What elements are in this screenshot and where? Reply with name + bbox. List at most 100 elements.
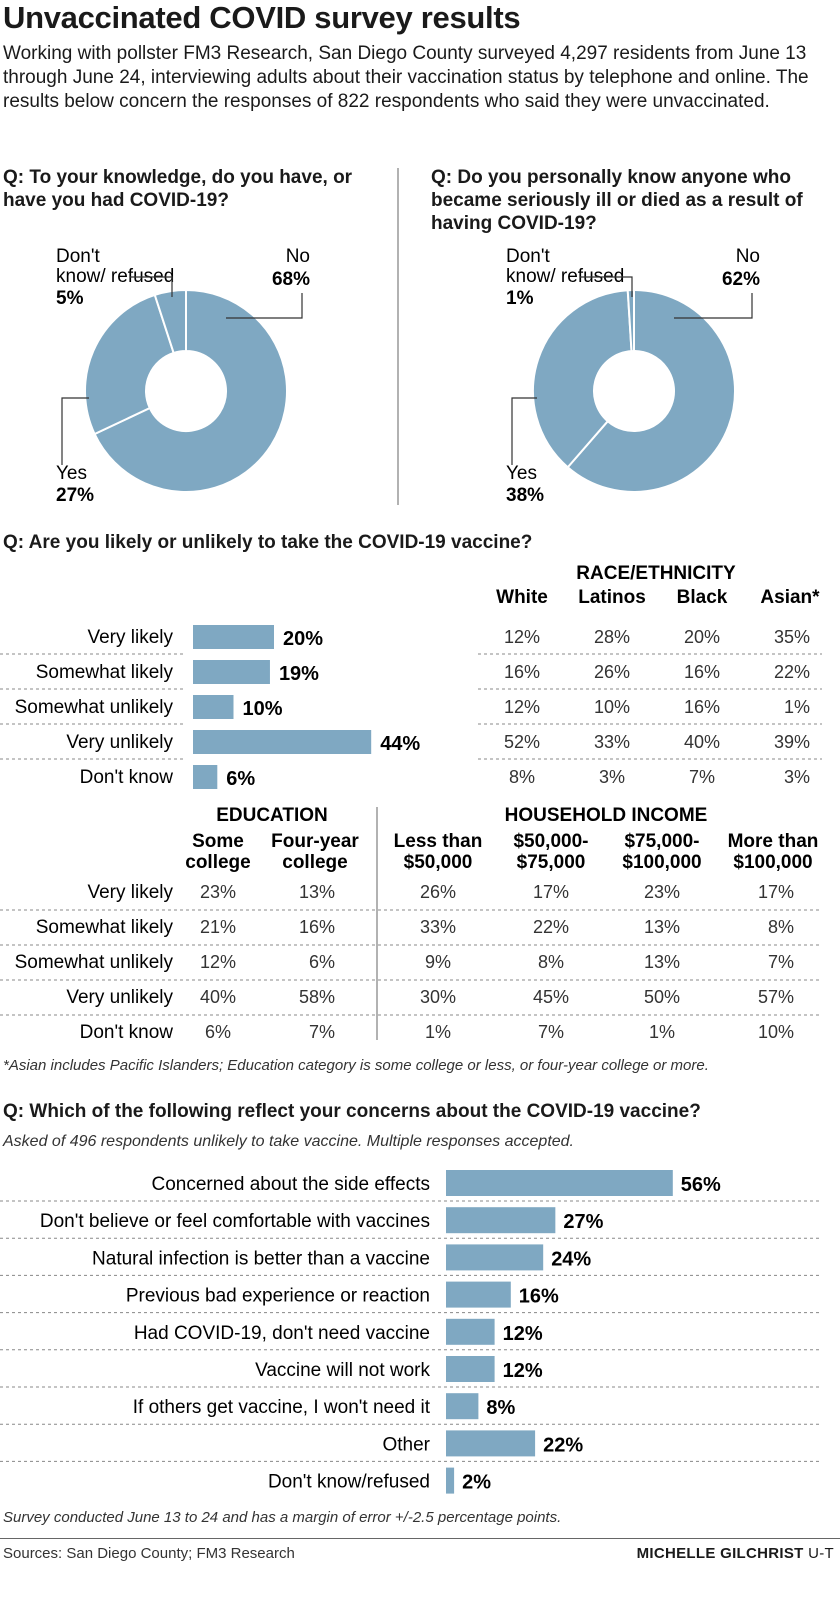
col-more-than-100-000-line1: More than	[728, 831, 819, 852]
concern-cat-if-others-get-vaccine-i-won-t-need-it: If others get vaccine, I won't need it	[133, 1397, 431, 1418]
col-50-000-75-000-line2: $75,000	[517, 852, 586, 873]
edu-cell: 1%	[649, 1022, 675, 1042]
credit-name: MICHELLE GILCHRIST	[636, 1545, 804, 1562]
edu-cell: 8%	[538, 952, 564, 972]
likely-cat-somewhat-likely: Somewhat likely	[36, 662, 174, 683]
pie-value-yes: 27%	[56, 485, 94, 506]
edu-cell: 50%	[644, 987, 680, 1007]
col-four-year-college-line1: Four-year	[271, 831, 359, 852]
pie-label-yes: Yes	[506, 463, 537, 484]
concern-cat-don-t-believe-or-feel-comfortable-with-vaccines: Don't believe or feel comfortable with v…	[40, 1211, 430, 1232]
footer-rule	[0, 1538, 840, 1539]
concern-value-if-others-get-vaccine-i-won-t-need-it: 8%	[486, 1397, 515, 1419]
edu-cell: 1%	[425, 1022, 451, 1042]
credit-org: U-T	[808, 1545, 834, 1562]
likely-bar-somewhat-unlikely	[193, 695, 234, 719]
concern-cat-other: Other	[382, 1434, 430, 1455]
edu-cell: 8%	[768, 917, 794, 937]
concern-value-don-t-believe-or-feel-comfortable-with-vaccines: 27%	[563, 1211, 603, 1233]
edu-cell: 23%	[644, 882, 680, 902]
pie-leader-yes	[511, 397, 537, 465]
col-less-than-50-000-line1: Less than	[394, 831, 483, 852]
concern-bar-if-others-get-vaccine-i-won-t-need-it	[446, 1393, 479, 1420]
edu-cell: 40%	[200, 987, 236, 1007]
edu-cell: 12%	[200, 952, 236, 972]
race-cell: 40%	[684, 732, 720, 752]
edu-cell: 58%	[299, 987, 335, 1007]
concern-bar-vaccine-will-not-work	[446, 1356, 495, 1382]
likely-chart: RACE/ETHNICITY White Latinos Black Asian* Ver…	[0, 563, 822, 790]
col-more-than-100-000-line2: $100,000	[733, 852, 812, 873]
race-cell: 1%	[784, 697, 810, 717]
race-cell: 7%	[689, 767, 715, 787]
race-cell: 10%	[594, 697, 630, 717]
concern-bar-don-t-know-refused	[446, 1467, 455, 1494]
likely-bar-very-likely	[193, 625, 274, 649]
survey-note: Survey conducted June 13 to 24 and has a…	[3, 1509, 562, 1526]
likely-cat-somewhat-unlikely: Somewhat unlikely	[15, 697, 174, 718]
likely-cat-very-unlikely: Very unlikely	[66, 732, 173, 753]
likely-value-somewhat-unlikely: 10%	[243, 698, 283, 720]
pie-leader-dk	[130, 276, 173, 297]
race-cell: 3%	[784, 767, 810, 787]
pie-label-dk-line1: Don't	[56, 246, 100, 267]
pie-slice-don-t-know-refused	[626, 288, 635, 353]
concern-cat-don-t-know-refused: Don't know/refused	[268, 1472, 430, 1493]
pie-value-no: 68%	[272, 269, 310, 290]
concerns-chart: Concerned about the side effects 56% Don't…	[0, 1170, 822, 1494]
concern-value-vaccine-will-not-work: 12%	[503, 1360, 543, 1382]
race-cell: 3%	[599, 767, 625, 787]
pie-value-no: 62%	[722, 269, 760, 290]
concern-cat-concerned-about-the-side-effects: Concerned about the side effects	[151, 1174, 430, 1195]
edu-cell: 13%	[644, 952, 680, 972]
col-four-year-college-line2: college	[282, 852, 347, 873]
edu-cell: 33%	[420, 917, 456, 937]
concerns-subtitle: Asked of 496 respondents unlikely to tak…	[3, 1133, 574, 1150]
edu-cell: 6%	[309, 952, 335, 972]
pie-label-dk-line2: know/ refused	[506, 266, 624, 287]
pie-leader-dk	[580, 276, 633, 297]
col-some-college-line2: college	[185, 852, 250, 873]
pie-label-no: No	[736, 246, 760, 267]
pie2-question: Q: Do you personally know anyone who bec…	[431, 167, 803, 234]
likely-value-don-t-know: 6%	[226, 768, 255, 790]
col-some-college-line1: Some	[192, 831, 244, 852]
concern-value-other: 22%	[543, 1434, 583, 1456]
edu-row-somewhat-unlikely: Somewhat unlikely	[15, 952, 174, 973]
edu-cell: 45%	[533, 987, 569, 1007]
concerns-question: Q: Which of the following reflect your c…	[3, 1101, 701, 1122]
race-cell: 12%	[504, 697, 540, 717]
pie-slice-no	[93, 288, 288, 493]
edu-cell: 22%	[533, 917, 569, 937]
pie-label-yes: Yes	[56, 463, 87, 484]
concern-cat-had-covid-19-don-t-need-vaccine: Had COVID-19, don't need vaccine	[134, 1323, 430, 1344]
group-title-education: EDUCATION	[216, 805, 328, 826]
race-col-asian: Asian*	[760, 587, 820, 608]
pie-slice-yes	[532, 289, 633, 469]
concern-bar-had-covid-19-don-t-need-vaccine	[446, 1318, 495, 1345]
pie-value-dk: 1%	[506, 288, 534, 309]
edu-cell: 30%	[420, 987, 456, 1007]
pie-label-dk-line2: know/ refused	[56, 266, 174, 287]
concern-cat-previous-bad-experience-or-reaction: Previous bad experience or reaction	[126, 1286, 430, 1307]
col-50-000-75-000-line1: $50,000-	[513, 831, 588, 852]
concern-value-had-covid-19-don-t-need-vaccine: 12%	[503, 1323, 543, 1345]
race-cell: 16%	[504, 662, 540, 682]
edu-cell: 17%	[533, 882, 569, 902]
concern-cat-vaccine-will-not-work: Vaccine will not work	[255, 1360, 430, 1381]
race-col-latinos: Latinos	[578, 587, 646, 608]
col-75-000-100-000-line2: $100,000	[622, 852, 701, 873]
edu-row-don-t-know: Don't know	[80, 1022, 174, 1043]
race-cell: 52%	[504, 732, 540, 752]
race-col-black: Black	[677, 587, 728, 608]
concern-cat-natural-infection-is-better-than-a-vaccine: Natural infection is better than a vacci…	[92, 1248, 430, 1269]
race-cell: 20%	[684, 627, 720, 647]
race-cell: 16%	[684, 662, 720, 682]
concern-value-don-t-know-refused: 2%	[462, 1472, 491, 1494]
race-cell: 22%	[774, 662, 810, 682]
race-cell: 35%	[774, 627, 810, 647]
col-75-000-100-000-line1: $75,000-	[624, 831, 699, 852]
